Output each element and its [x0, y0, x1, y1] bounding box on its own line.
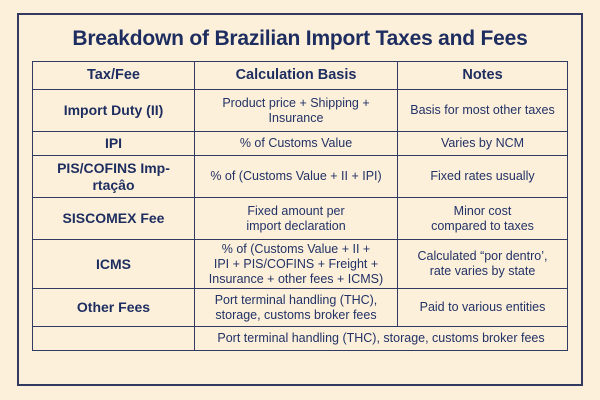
cell-notes: Calculated “por dentro’, rate varies by …: [397, 238, 568, 290]
import-taxes-table: Tax/Fee Calculation Basis Notes Import D…: [32, 61, 568, 352]
cell-notes: Minor cost compared to taxes: [397, 197, 568, 240]
cell-tax-name: PIS/COFINS Imp- rtaçâo: [32, 155, 195, 198]
table-row-merged-footer: Port terminal handling (THC), storage, c…: [32, 326, 568, 352]
table-row-siscomex: SISCOMEX Fee Fixed amount per import dec…: [32, 197, 568, 240]
cell-calculation-basis: % of Customs Value: [194, 131, 398, 156]
cell-calculation-basis: % of (Customs Value + II + IPI): [194, 155, 398, 198]
cell-calculation-basis: % of (Customs Value + II + IPI + PIS/COF…: [194, 238, 398, 290]
cell-calculation-basis: Fixed amount per import declaration: [194, 197, 398, 240]
cell-tax-name: Other Fees: [32, 288, 195, 328]
page-title: Breakdown of Brazilian Import Taxes and …: [72, 27, 528, 50]
cell-calculation-basis: Port terminal handling (THC), storage, c…: [194, 288, 398, 328]
cell-notes: Paid to various entities: [397, 288, 568, 328]
cell-tax-name: ICMS: [32, 238, 195, 290]
table-row-import-duty: Import Duty (II) Product price + Shippin…: [32, 89, 568, 132]
cell-notes: Varies by NCM: [397, 131, 568, 156]
table-row-ipi: IPI % of Customs Value Varies by NCM: [32, 131, 568, 156]
table-row-pis-cofins: PIS/COFINS Imp- rtaçâo % of (Customs Val…: [32, 155, 568, 198]
cell-notes: Basis for most other taxes: [397, 89, 568, 132]
empty-cell: [32, 326, 195, 352]
table-row-other-fees: Other Fees Port terminal handling (THC),…: [32, 288, 568, 328]
column-header-tax-fee: Tax/Fee: [32, 61, 195, 90]
table-row-icms: ICMS % of (Customs Value + II + IPI + PI…: [32, 238, 568, 290]
merged-fees-cell: Port terminal handling (THC), storage, c…: [194, 326, 568, 352]
column-header-notes: Notes: [397, 61, 568, 90]
table-header-row: Tax/Fee Calculation Basis Notes: [32, 61, 568, 90]
cell-tax-name: IPI: [32, 131, 195, 156]
cell-notes: Fixed rates usually: [397, 155, 568, 198]
cell-tax-name: Import Duty (II): [32, 89, 195, 132]
cell-tax-name: SISCOMEX Fee: [32, 197, 195, 240]
column-header-calculation-basis: Calculation Basis: [194, 61, 398, 90]
infographic-card: Breakdown of Brazilian Import Taxes and …: [17, 13, 583, 386]
cell-calculation-basis: Product price + Shipping + Insurance: [194, 89, 398, 132]
